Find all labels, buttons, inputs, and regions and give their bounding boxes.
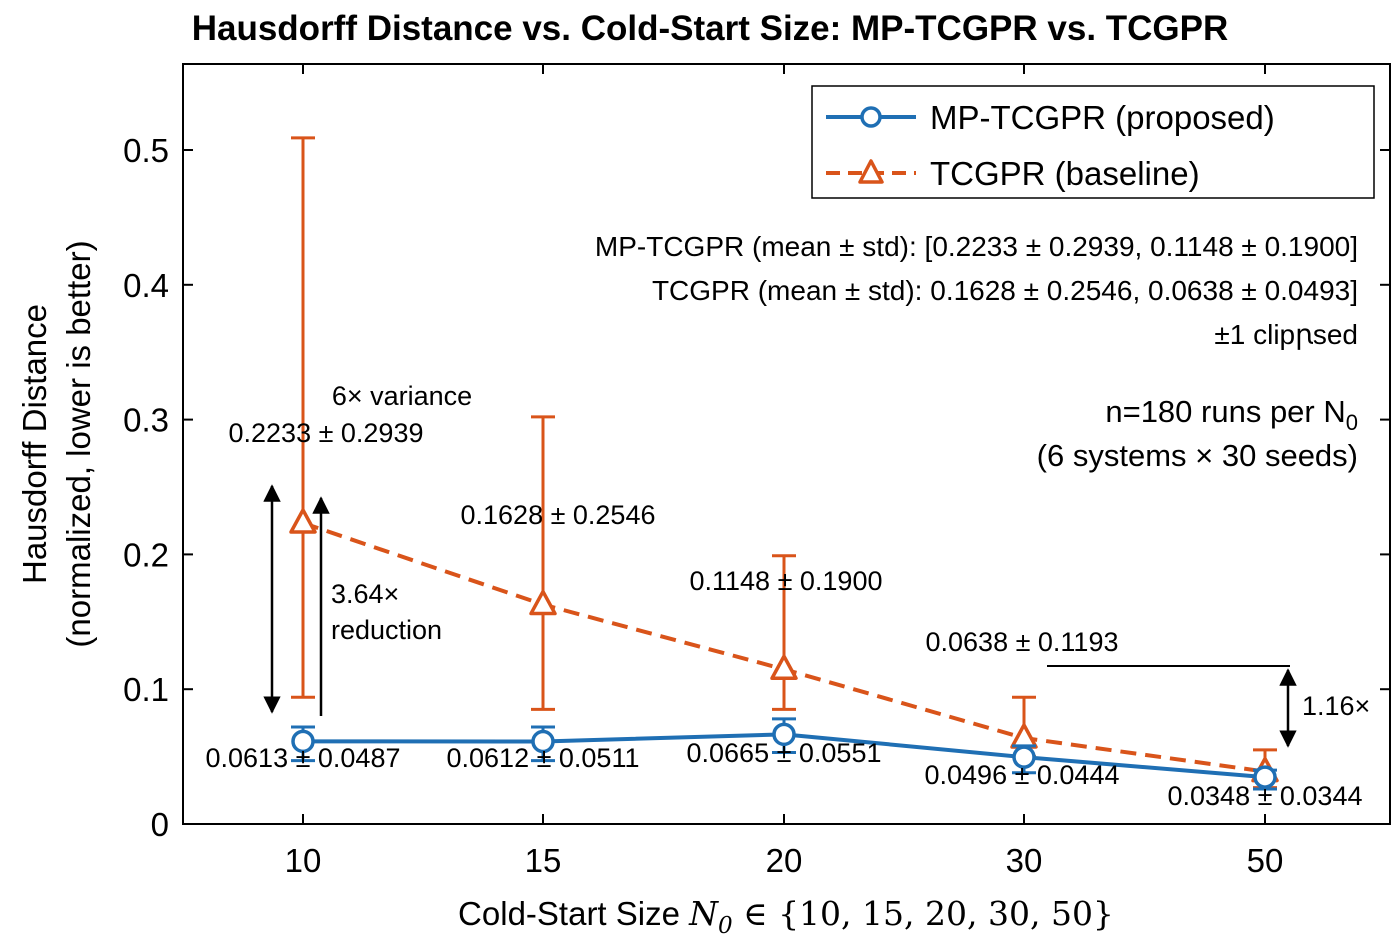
tcgpr-point [289, 508, 317, 534]
mp-tcgpr-point [772, 722, 796, 747]
y-tick-label: 0.4 [123, 267, 169, 304]
data-label-tcgpr-10: 0.2233 ± 0.2939 [229, 418, 424, 448]
legend-marker-mp [860, 106, 882, 128]
stats-line-1: MP-TCGPR (mean ± std): [0.2233 ± 0.2939,… [595, 231, 1358, 262]
mp-tcgpr-point [531, 729, 555, 754]
y-axis-label: Hausdorff Distance [16, 304, 53, 584]
runs-note-line2: (6 systems × 30 seeds) [1037, 438, 1358, 473]
series-tcgpr [289, 136, 1279, 790]
y-tick-label: 0.3 [123, 402, 169, 439]
data-label-tcgpr-20: 0.1148 ± 0.1900 [690, 566, 883, 596]
data-label-mp-10: 0.0613 ± 0.0487 [206, 743, 401, 773]
x-tick-label: 10 [285, 842, 322, 879]
plot-area [182, 63, 1391, 825]
data-label-mp-15: 0.0612 ± 0.0511 [447, 743, 640, 773]
x-axis-label-symbol: N [688, 894, 719, 933]
reduction-note-line1: 3.64× [331, 579, 399, 609]
data-label-tcgpr-15: 0.1628 ± 0.2546 [461, 500, 656, 530]
data-label-mp-20: 0.0665 ± 0.0551 [687, 738, 882, 768]
tcgpr-point [529, 589, 557, 616]
legend-marker-tcgpr [858, 159, 884, 184]
x-axis: 10 15 20 30 50 [285, 64, 1284, 879]
x-tick-label: 15 [525, 842, 562, 879]
data-labels: 0.2233 ± 0.2939 0.1628 ± 0.2546 0.1148 ±… [206, 418, 1363, 811]
y-axis-label-sub: (normalized, lower is better) [60, 240, 97, 647]
tcgpr-point [1010, 723, 1038, 749]
variance-note: 6× variance [332, 381, 472, 411]
legend: MP-TCGPR (proposed) TCGPR (baseline) [811, 85, 1375, 199]
data-label-tcgpr-30: 0.0638 ± 0.1193 [926, 627, 1119, 657]
runs-note-subscript: 0 [1346, 410, 1358, 435]
x-axis-label-prefix: Cold-Start Size [458, 895, 689, 932]
y-axis: 0 0.1 0.2 0.3 0.4 0.5 [123, 132, 1390, 843]
x-axis-label: Cold-Start Size N0 ∈ {10, 15, 20, 30, 50… [458, 894, 1114, 939]
y-tick-label: 0.1 [123, 671, 169, 708]
chart-title: Hausdorff Distance vs. Cold-Start Size: … [192, 9, 1229, 48]
stats-line-3: ±1 clipꞃsed [1214, 319, 1358, 350]
mp-tcgpr-point [291, 729, 315, 754]
x-axis-label-set: ∈ {10, 15, 20, 30, 50} [733, 894, 1114, 933]
gap-note: 1.16× [1302, 691, 1370, 721]
data-label-mp-50: 0.0348 ± 0.0344 [1168, 781, 1363, 811]
mp-tcgpr-point [1012, 745, 1036, 769]
y-tick-label: 0.5 [123, 132, 169, 169]
x-tick-label: 50 [1247, 842, 1284, 879]
stats-line-2: TCGPR (mean ± std): 0.1628 ± 0.2546, 0.0… [652, 275, 1358, 306]
x-tick-label: 30 [1006, 842, 1043, 879]
series-mp-tcgpr [291, 717, 1277, 791]
tcgpr-point [770, 654, 798, 680]
x-axis-label-subscript: 0 [718, 913, 733, 939]
data-label-mp-30: 0.0496 ± 0.0444 [925, 760, 1120, 790]
x-tick-label: 20 [766, 842, 803, 879]
legend-label-tcgpr: TCGPR (baseline) [930, 155, 1200, 192]
runs-note-line1: n=180 runs per N0 [1105, 394, 1358, 435]
legend-label-mp: MP-TCGPR (proposed) [930, 99, 1275, 136]
y-tick-label: 0.2 [123, 536, 169, 573]
mp-tcgpr-point [1253, 765, 1277, 789]
runs-note-prefix: n=180 runs per N [1105, 394, 1345, 429]
annotations: 6× variance 3.64× reduction 1.16× MP-TCG… [263, 231, 1370, 748]
y-tick-label: 0 [151, 806, 169, 843]
legend-box [811, 85, 1375, 199]
reduction-note-line2: reduction [331, 615, 442, 645]
